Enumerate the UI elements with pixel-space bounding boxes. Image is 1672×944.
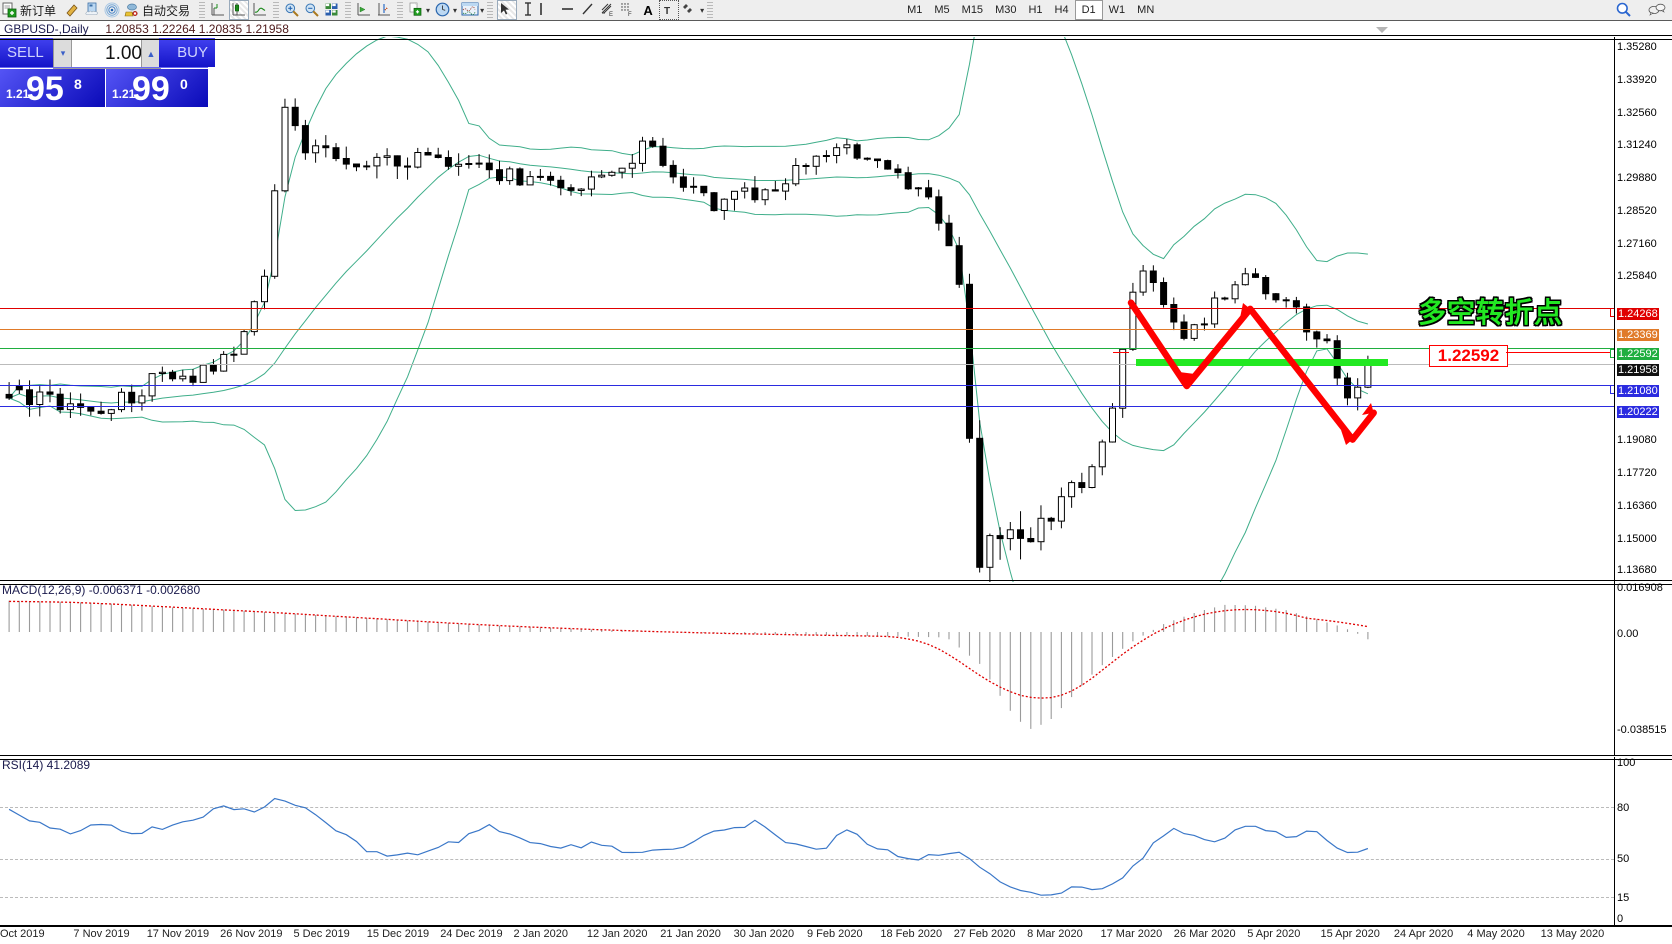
svg-text:T: T xyxy=(664,6,670,17)
svg-text:E: E xyxy=(609,12,613,18)
svg-text:F: F xyxy=(628,12,632,18)
